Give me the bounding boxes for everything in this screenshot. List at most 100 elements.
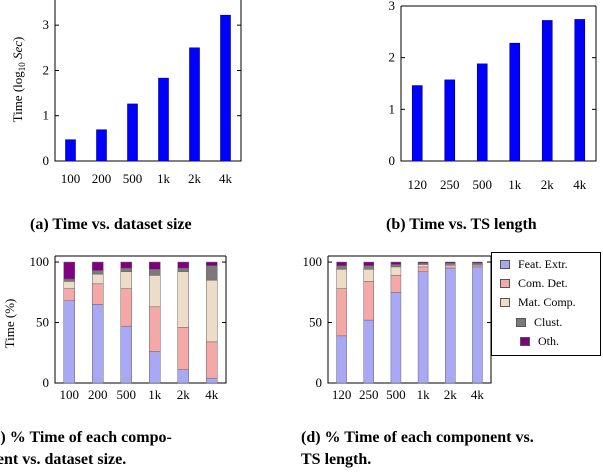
bar [574,19,586,162]
stacked-segment [390,264,402,268]
bar [127,103,138,162]
y-tick-label: 100 [303,254,323,269]
stacked-segment [336,265,347,270]
x-tick-label: 120 [408,177,428,192]
axis-frame [400,6,597,162]
caption-b: (b) Time vs. TS length [386,216,537,233]
bar [96,129,107,162]
x-tick-label: 1k [148,387,162,402]
stacked-segment [92,261,104,271]
y-tick-label: 0 [43,153,50,168]
stacked-segment [363,265,374,270]
stacked-segment [417,264,429,268]
legend-swatch [520,337,530,346]
y-tick-label: 50 [36,315,49,330]
x-tick-label: 100 [60,387,80,402]
x-tick-label: 500 [473,177,493,192]
stacked-segment [336,261,347,266]
stacked-segment [206,261,218,266]
stacked-segment [149,351,161,384]
stacked-segment [363,319,374,384]
legend-label: Mat. Comp. [518,295,576,309]
stacked-segment [63,278,75,282]
panel-d: 0 50 100 120 250 500 1k 2k 4k [303,254,492,402]
stacked-segment [336,288,347,337]
legend-item-mat-comp: Mat. Comp. [500,295,576,310]
stacked-segment [177,327,189,370]
stacked-segment [149,306,161,352]
y-tick-label: 0 [389,153,396,168]
bar [411,85,423,162]
x-tick-label: 200 [92,171,112,186]
y-tick-label: 2 [389,50,396,65]
stacked-segment [149,269,161,276]
bar [476,63,488,162]
legend-label: Com. Det. [518,276,568,290]
bar [158,77,169,162]
legend-swatch [516,318,526,327]
bar [189,47,200,162]
stacked-segment [177,261,189,269]
stacked-segment [149,275,161,308]
stacked-segment [417,271,429,384]
stacked-segment [336,269,347,289]
y-tick-label: 0 [316,375,323,390]
x-tick-label: 500 [123,171,143,186]
x-tick-label: 1k [417,387,431,402]
x-tick-label: 2k [177,387,191,402]
panel-a: 0 1 2 3 100 200 500 1k 2k 4k Time (log10 Sec) [10,0,242,186]
panel-b: 0 1 2 3 120 250 500 1k 2k 4k [389,0,597,192]
stacked-segment [206,377,218,384]
legend-item-clust: Clust. [516,315,562,330]
stacked-segment [417,266,429,272]
bar [541,20,553,162]
stacked-segment [120,325,132,384]
stacked-segment [336,335,347,384]
y-tick-label: 1 [389,101,396,116]
x-tick-label: 4k [219,171,233,186]
y-tick-label: 3 [389,0,396,13]
x-tick-label: 2k [188,171,202,186]
bar [509,42,521,162]
stacked-segment [390,266,402,276]
stacked-segment [206,341,218,379]
y-tick-label: 3 [43,17,50,32]
legend-swatch [500,298,510,307]
legend-swatch [500,260,510,269]
y-tick-label: 50 [309,315,322,330]
stacked-segment [472,266,483,384]
x-tick-label: 500 [386,387,406,402]
x-tick-label: 200 [88,387,108,402]
axis-frame [54,256,227,384]
caption-a: (a) Time vs. dataset size [30,216,192,233]
stacked-segment [445,265,456,269]
bar [65,139,76,162]
x-tick-label: 4k [471,387,485,402]
axis-frame [327,256,492,384]
legend-item-com-det: Com. Det. [500,276,568,291]
legend-label: Feat. Extr. [518,257,568,271]
legend-swatch [500,279,510,288]
stacked-segment [445,267,456,384]
stacked-segment [120,261,132,269]
stacked-segment [149,261,161,270]
y-tick-label: 0 [43,375,50,390]
stacked-segment [206,279,218,343]
y-tick-label: 2 [43,62,50,77]
stacked-segment [92,273,104,285]
x-tick-label: 500 [117,387,137,402]
bar [444,79,456,162]
legend: Feat. Extr. Com. Det. Mat. Comp. Clust. … [491,252,601,356]
y-tick-label: 1 [43,108,50,123]
stacked-segment [92,270,104,275]
x-tick-label: 4k [573,177,587,192]
stacked-segment [390,292,402,384]
bar [220,14,231,162]
caption-d-line1: (d) % Time of each component vs. [301,429,534,446]
stacked-segment [206,265,218,281]
legend-item-oth: Oth. [520,334,559,349]
stacked-segment [120,271,132,289]
x-tick-label: 1k [508,177,522,192]
legend-label: Clust. [534,315,563,329]
x-tick-label: 100 [61,171,81,186]
